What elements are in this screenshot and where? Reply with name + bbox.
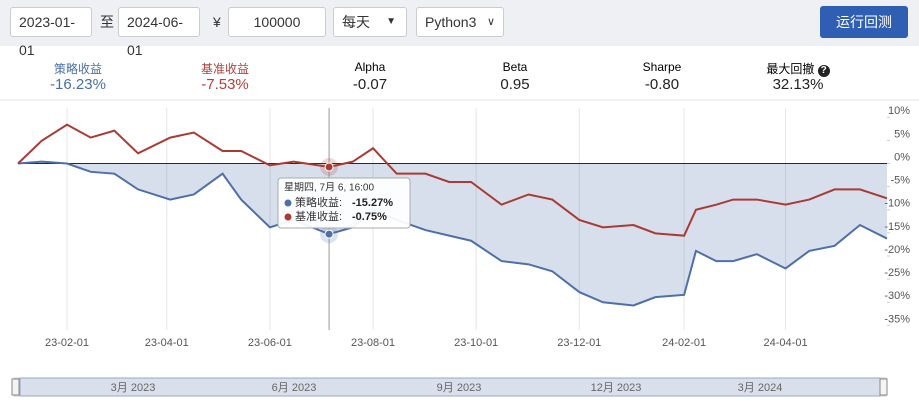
x-tick-label: 23-10-01 [454,337,498,349]
x-tick-label: 24-02-01 [662,337,706,349]
stat-label: 基准收益 [200,62,249,76]
y-tick-label: -30% [884,290,910,302]
stat-label: Beta [502,60,528,74]
x-tick-label: 23-04-01 [145,337,189,349]
tooltip-dot [284,199,292,207]
navigator-handle[interactable] [11,378,20,396]
navigator-label: 3月 2024 [738,382,783,394]
y-tick-label: -20% [884,244,910,256]
hover-marker [324,162,334,172]
tooltip-label: 基准收益: [295,209,342,223]
y-tick-label: -15% [884,221,910,233]
y-tick-label: 5% [894,128,910,140]
language-select[interactable]: Python3 ∨ [416,7,504,37]
y-tick-label: 0% [894,151,910,163]
stat-label: Alpha [354,60,386,74]
stat-value: -7.53% [201,76,249,93]
x-tick-label: 24-04-01 [764,337,808,349]
navigator-label: 12月 2023 [591,382,642,394]
run-button[interactable]: 运行回测 [820,6,908,38]
start-date-input[interactable]: 2023-01-01 [10,7,92,58]
stat-value: -16.23% [50,76,106,93]
navigator-handle[interactable] [879,378,888,396]
x-tick-label: 23-02-01 [45,337,89,349]
frequency-value: 每天 [342,14,370,30]
x-tick-label: 23-12-01 [557,337,601,349]
navigator-label: 9月 2023 [437,382,482,394]
stat-label: Sharpe [642,60,682,74]
stat-value: -0.80 [644,76,680,93]
to-label: 至 [100,14,114,30]
x-tick-label: 23-08-01 [351,337,395,349]
tooltip-value: -0.75% [352,211,387,223]
end-date-input[interactable]: 2024-06-01 [118,7,200,58]
language-value: Python3 [425,14,477,30]
hover-marker [324,229,334,239]
navigator-label: 6月 2023 [272,382,317,394]
tooltip-dot [284,213,292,221]
y-tick-label: 10% [888,105,910,117]
y-tick-label: -5% [890,175,910,187]
stat-label: 最大回撤 ? [728,60,868,77]
tooltip-box [277,177,411,229]
tooltip-value: -15.27% [352,197,393,209]
stat-value: 32.13% [772,76,824,93]
stat-value: 0.95 [500,76,530,93]
y-tick-label: -25% [884,267,910,279]
y-tick-label: -35% [884,313,910,325]
stat-value: -0.07 [352,76,388,93]
frequency-select[interactable]: 每天 ▼ [333,7,407,37]
toolbar: 2023-01-01 至 2024-06-01 ¥ 100000 每天 ▼ Pyt… [0,0,919,58]
tooltip-date: 星期四, 7月 6, 16:00 [284,182,374,194]
currency-label: ¥ [213,14,221,30]
tooltip-label: 策略收益: [295,195,342,209]
area [18,161,887,306]
help-icon[interactable]: ? [817,65,830,77]
stat-label: 策略收益 [53,62,102,76]
y-tick-label: -10% [884,198,910,210]
line [17,160,888,307]
line [17,123,888,237]
navigator-label: 3月 2023 [111,382,156,394]
x-tick-label: 23-06-01 [248,337,292,349]
stat-label-text: 最大回撤 [766,62,815,76]
capital-input[interactable]: 100000 [228,7,326,37]
